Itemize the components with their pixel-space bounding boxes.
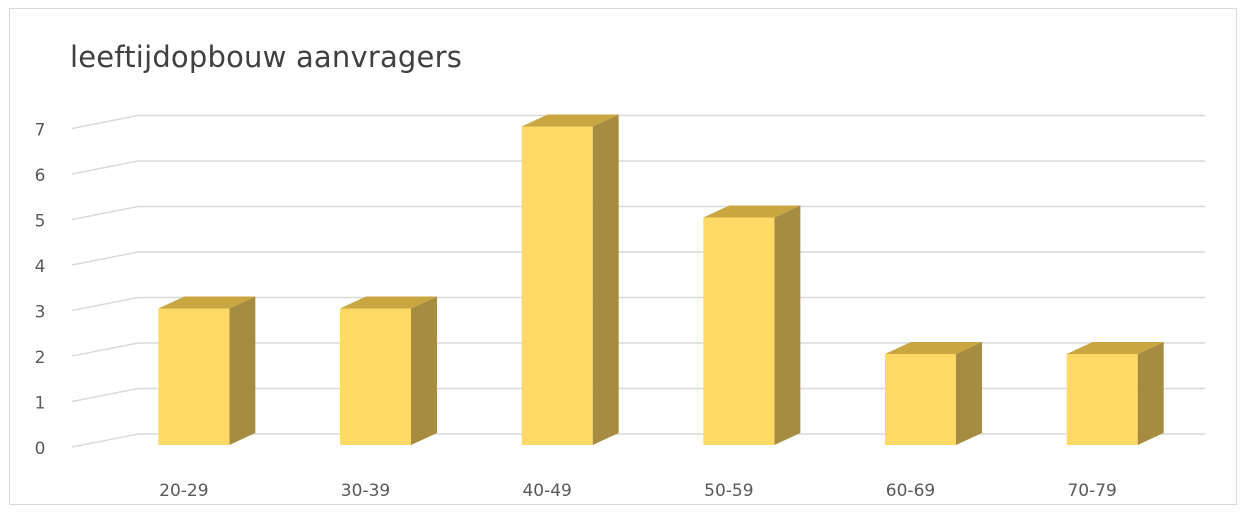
chart-title: leeftijdopbouw aanvragers — [70, 40, 463, 74]
bar-top — [521, 114, 619, 127]
bar — [885, 354, 956, 445]
y-tick-label: 4 — [35, 257, 46, 277]
bar-top — [885, 342, 982, 354]
bar-side — [592, 114, 619, 445]
bar — [340, 308, 411, 445]
x-tick-label: 20-29 — [159, 481, 208, 501]
bar-side — [229, 296, 256, 445]
bar-side — [411, 296, 437, 445]
bar — [521, 126, 593, 445]
y-tick-label: 2 — [35, 348, 46, 368]
gridline-depth — [71, 387, 139, 403]
bar — [703, 217, 775, 445]
gridline-depth — [71, 342, 139, 357]
bar-side — [774, 205, 801, 445]
gridline-depth — [71, 433, 139, 448]
gridline-depth — [71, 114, 139, 130]
bar — [1066, 354, 1138, 445]
bar-side — [1137, 342, 1164, 445]
x-tick-label: 50-59 — [704, 481, 753, 501]
bar-top — [1066, 342, 1164, 354]
y-tick-label: 1 — [35, 394, 46, 414]
x-tick-label: 40-49 — [522, 481, 571, 501]
y-tick-label: 3 — [35, 303, 46, 323]
bar-top — [703, 205, 801, 218]
x-tick-label: 70-79 — [1067, 481, 1116, 501]
bar — [158, 308, 230, 445]
gridline-depth — [71, 205, 139, 221]
gridline-depth — [71, 296, 139, 312]
y-tick-label: 7 — [35, 121, 46, 141]
bar-top — [158, 296, 256, 309]
y-tick-label: 5 — [35, 212, 46, 232]
gridline-depth — [71, 251, 139, 266]
bar-top — [340, 296, 437, 309]
y-tick-label: 0 — [35, 439, 46, 459]
gridline-depth — [71, 160, 139, 175]
y-tick-label: 6 — [35, 166, 46, 186]
bar-side — [956, 342, 982, 445]
x-tick-label: 30-39 — [341, 481, 390, 501]
x-tick-label: 60-69 — [886, 481, 935, 501]
